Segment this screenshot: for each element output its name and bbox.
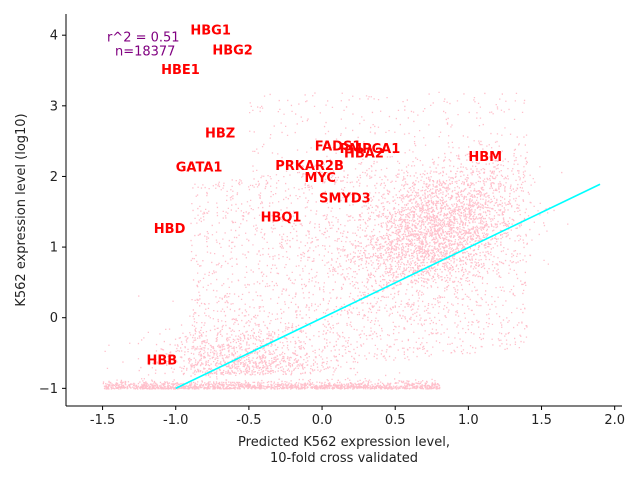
- gene-label: HBG1: [190, 24, 231, 39]
- gene-label: FADS1: [315, 139, 362, 154]
- gene-label: SMYD3: [319, 192, 371, 207]
- gene-label: HBG2: [212, 43, 253, 58]
- x-tick-label: 1.0: [458, 413, 479, 428]
- gene-label: PRKAR2B: [275, 159, 344, 174]
- scatter-points: [102, 91, 569, 390]
- y-axis-label: K562 expression level (log10): [14, 113, 29, 306]
- fit-line-group: [175, 183, 601, 390]
- gene-label: HBM: [468, 150, 502, 165]
- y-tick-label: −1: [39, 382, 58, 397]
- gene-label: HBQ1: [261, 211, 302, 226]
- gene-label: MYC: [304, 171, 335, 186]
- x-tick-label: -1.5: [90, 413, 115, 428]
- gene-label: HBA2: [344, 146, 384, 161]
- gene-label: GATA1: [176, 161, 223, 176]
- gene-label: HBE1: [161, 63, 200, 78]
- y-tick-label: 2: [50, 170, 58, 185]
- r-squared-annotation: r^2 = 0.51: [107, 31, 180, 46]
- gene-label: HBD: [154, 222, 186, 237]
- sample-count-annotation: n=18377: [115, 45, 175, 60]
- y-tick-label: 3: [50, 99, 58, 114]
- x-axis-label-line2: 10-fold cross validated: [270, 451, 418, 466]
- scatter-point-cloud: [102, 91, 569, 390]
- y-tick-label: 4: [50, 29, 58, 44]
- x-tick-label: 0.5: [385, 413, 406, 428]
- gene-label: HBZ: [205, 127, 235, 142]
- gene-label: PMPCA1: [340, 142, 401, 157]
- gene-label: HBB: [146, 353, 177, 368]
- x-tick-label: 0.0: [312, 413, 333, 428]
- fit-line: [175, 183, 601, 390]
- x-tick-label: -0.5: [236, 413, 261, 428]
- x-tick-label: 1.5: [531, 413, 552, 428]
- x-tick-label: 2.0: [604, 413, 625, 428]
- x-tick-label: -1.0: [163, 413, 188, 428]
- x-axis-label-line1: Predicted K562 expression level,: [238, 435, 450, 450]
- y-tick-label: 0: [50, 311, 58, 326]
- y-tick-label: 1: [50, 241, 58, 256]
- axes: -1.5 -1.0 -0.5 0.0 0.5 1.0 1.5 2.0 −1 0 1 2 3 4: [39, 14, 625, 428]
